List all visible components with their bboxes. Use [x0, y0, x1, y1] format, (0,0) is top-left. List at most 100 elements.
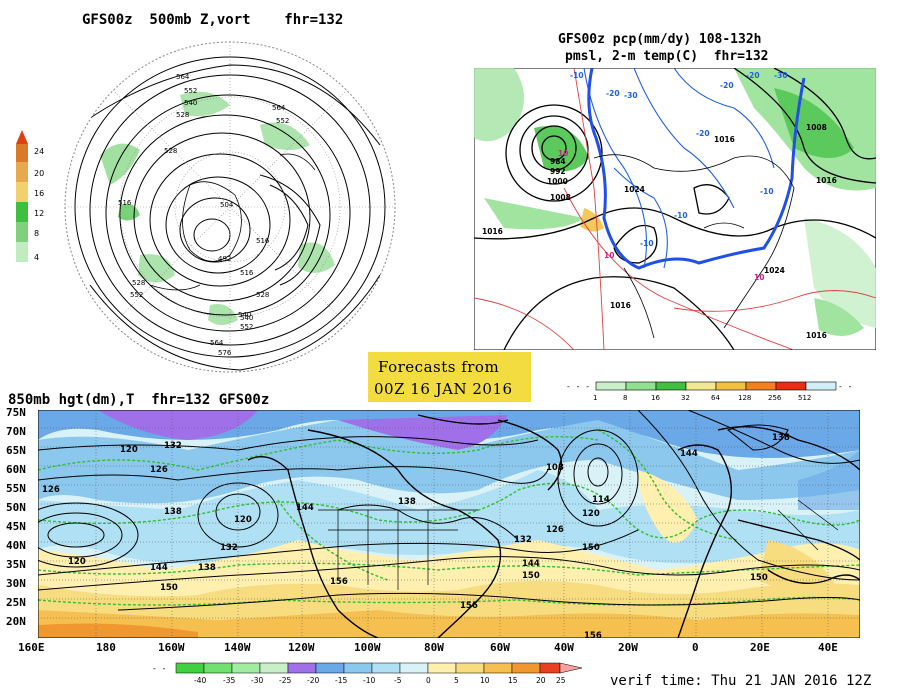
- lat-label: 60N: [6, 463, 26, 476]
- tr-isobar-lbl: 1024: [764, 266, 785, 275]
- tl-contour-lbl: 564: [210, 339, 224, 347]
- cbar-tr-lbl: 128: [738, 394, 751, 402]
- tr-temp-lbl: -20: [746, 71, 760, 80]
- lon-label: 160W: [158, 641, 185, 654]
- lon-label: 40W: [554, 641, 574, 654]
- bottom-hgt-lbl: 132: [220, 543, 238, 553]
- bottom-hgt-lbl: 144: [150, 563, 168, 573]
- cbar-bottom-lbl: -25: [279, 676, 291, 684]
- tr-isobar-lbl: 1016: [482, 227, 503, 236]
- cbar-tr-lbl: 16: [651, 394, 660, 402]
- lat-label: 65N: [6, 444, 26, 457]
- cbar-tl-24: 24: [34, 147, 44, 156]
- bottom-hgt-lbl: 120: [582, 509, 600, 519]
- tl-contour-lbl: 504: [220, 201, 234, 209]
- cbar-bottom-lbl: 0: [426, 676, 431, 684]
- tr-temp-lbl: -10: [760, 187, 774, 196]
- panel-bottom-colorbar: - - -40 -35 -30 -25 -20 -15 -10 -5 0 5 1…: [152, 662, 583, 684]
- lat-label: 70N: [6, 425, 26, 438]
- bottom-hgt-lbl: 150: [522, 571, 540, 581]
- lat-label: 45N: [6, 520, 26, 533]
- tl-contour-lbl: 516: [240, 269, 254, 277]
- cbar-bottom-lbl: -35: [223, 676, 235, 684]
- lon-label: 120W: [288, 641, 315, 654]
- tr-isobar-lbl: 1016: [816, 176, 837, 185]
- bottom-hgt-lbl: 108: [546, 463, 564, 473]
- panel-bottom-title: 850mb hgt(dm),T fhr=132 GFS00z: [8, 392, 270, 408]
- cbar-tl-8: 8: [34, 229, 39, 238]
- bottom-hgt-lbl: 126: [546, 525, 564, 535]
- tr-temp-lbl: -30: [624, 91, 638, 100]
- tr-temp-lbl: -30: [774, 71, 788, 80]
- tr-isobar-lbl: 1016: [806, 331, 827, 340]
- svg-text:- - -: - - -: [566, 382, 590, 391]
- bottom-hgt-lbl: 138: [164, 507, 182, 517]
- bottom-hgt-lbl: 120: [234, 515, 252, 525]
- freezing-line: [587, 68, 806, 270]
- bottom-hgt-lbl: 150: [582, 543, 600, 553]
- tr-temp-lbl: -10: [570, 71, 584, 80]
- cbar-bottom-lbl: -20: [307, 676, 319, 684]
- bottom-hgt-lbl: 114: [592, 495, 610, 505]
- cbar-tl-20: 20: [34, 169, 44, 178]
- bottom-hgt-lbl: 150: [750, 573, 768, 583]
- bottom-hgt-lbl: 150: [160, 583, 178, 593]
- cbar-bottom-lbl: 10: [480, 676, 490, 684]
- tl-contour-lbl: 552: [130, 291, 143, 299]
- cbar-tr-lbl: 1: [593, 394, 597, 402]
- bottom-hgt-lbl: 156: [330, 577, 348, 587]
- lat-label: 40N: [6, 539, 26, 552]
- forecast-line-1: Forecasts from: [378, 358, 500, 376]
- tl-contour-lbl: 528: [164, 147, 177, 155]
- tr-isobar-lbl: 984: [550, 157, 566, 166]
- cbar-bottom-lbl: -40: [194, 676, 206, 684]
- lon-label: 100W: [354, 641, 381, 654]
- tr-isobar-lbl: 1024: [624, 185, 645, 194]
- bottom-hgt-lbl: 144: [296, 503, 314, 513]
- panel-tl-title: GFS00z 500mb Z,vort fhr=132: [82, 12, 344, 28]
- panel-tl-colorbar: 24 20 16 12 8 4: [16, 130, 44, 262]
- bottom-hgt-lbl: 126: [150, 465, 168, 475]
- lat-label: 75N: [6, 406, 26, 419]
- cbar-bottom-lbl: 5: [454, 676, 459, 684]
- tr-isobar-lbl: 1016: [610, 301, 631, 310]
- lat-label: 30N: [6, 577, 26, 590]
- cbar-tl-12: 12: [34, 209, 44, 218]
- cbar-tl-16: 16: [34, 189, 44, 198]
- cbar-bottom-lbl: -10: [363, 676, 375, 684]
- tl-contour-lbl: 540: [238, 311, 251, 319]
- tl-contour-lbl: 576: [218, 349, 232, 357]
- lon-label: 0: [692, 641, 699, 654]
- bottom-hgt-lbl: 156: [584, 631, 602, 638]
- tl-contour-lbl: 564: [272, 104, 286, 112]
- cbar-tr-lbl: 512: [798, 394, 811, 402]
- tl-contour-lbl: 552: [276, 117, 289, 125]
- tr-temp-lbl: -10: [674, 211, 688, 220]
- bottom-hgt-lbl: 144: [522, 559, 540, 569]
- bottom-hgt-lbl: 138: [398, 497, 416, 507]
- verif-time: verif time: Thu 21 JAN 2016 12Z: [610, 673, 872, 689]
- tl-contour-lbl: 528: [256, 291, 269, 299]
- lon-label: 40E: [818, 641, 838, 654]
- lat-label: 50N: [6, 501, 26, 514]
- lon-label: 180: [96, 641, 116, 654]
- tr-temp-lbl: -20: [720, 81, 734, 90]
- cbar-bottom-lbl: 15: [508, 676, 518, 684]
- bottom-hgt-lbl: 144: [680, 449, 698, 459]
- tl-contour-lbl: 516: [118, 199, 132, 207]
- tl-contour-lbl: 492: [218, 255, 231, 263]
- lon-label: 20W: [618, 641, 638, 654]
- tl-contour-lbl: 564: [176, 73, 190, 81]
- lat-label: 35N: [6, 558, 26, 571]
- panel-tr-title-1: GFS00z pcp(mm/dy) 108-132h: [558, 32, 762, 47]
- tr-isobar-lbl: 1000: [547, 177, 568, 186]
- bottom-hgt-lbl: 138: [772, 433, 790, 443]
- bottom-hgt-lbl: 156: [460, 601, 478, 611]
- tr-temp-lbl: 10: [754, 273, 764, 282]
- tr-isobar-lbl: 992: [550, 167, 566, 176]
- forecast-info-box: Forecasts from 00Z 16 JAN 2016: [368, 352, 531, 402]
- panel-tl-polar-map: 564 552 540 528 528 516 504 492 516 528 …: [64, 41, 396, 373]
- lon-label: 140W: [224, 641, 251, 654]
- cbar-tl-4: 4: [34, 253, 39, 262]
- forecast-line-2: 00Z 16 JAN 2016: [374, 380, 513, 398]
